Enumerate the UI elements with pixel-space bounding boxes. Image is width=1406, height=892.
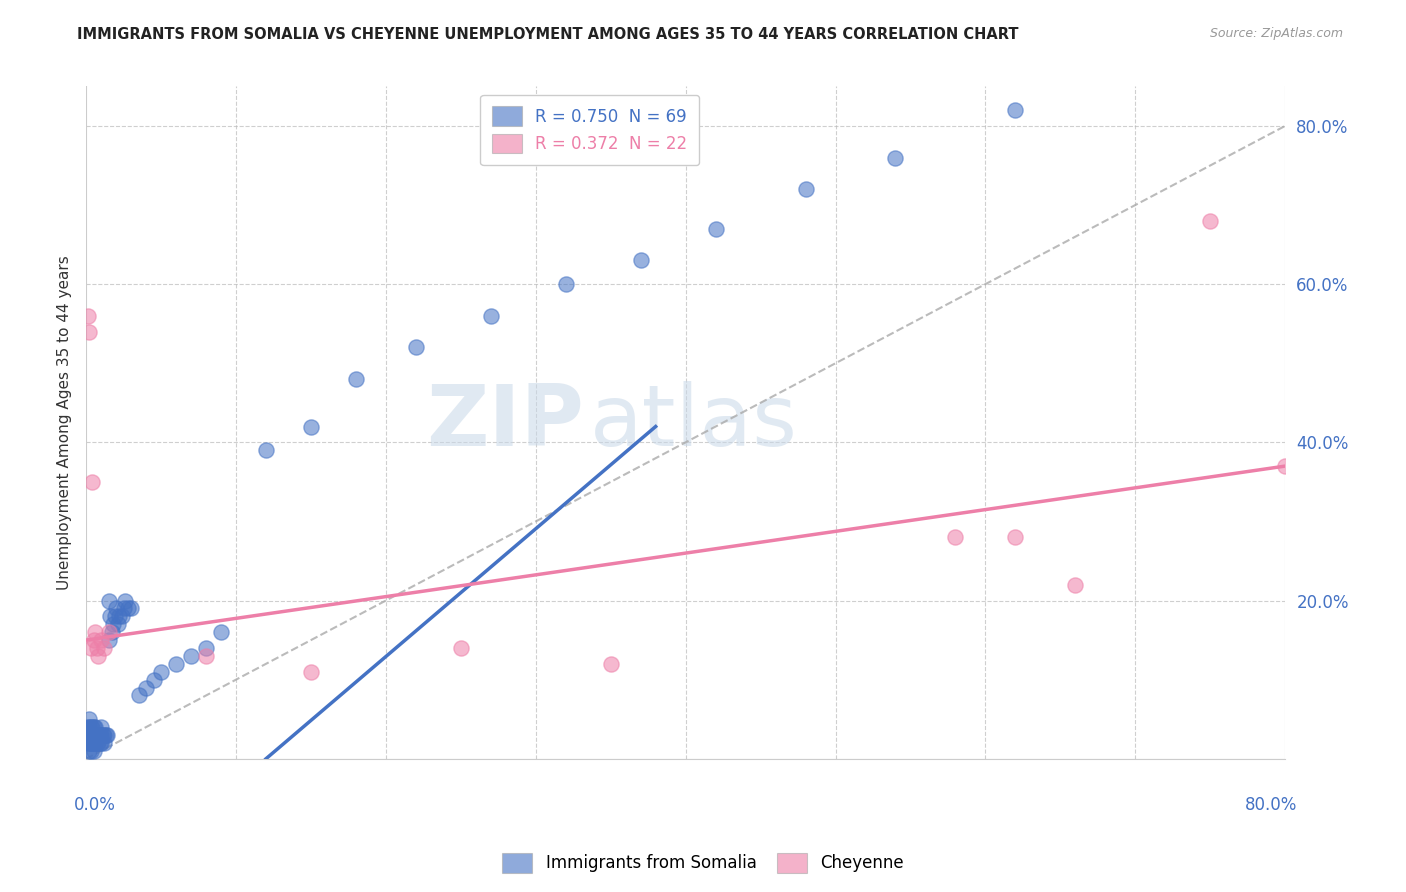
Point [1199, 214, 1222, 228]
Point [101, 617, 124, 632]
Point [77, 744, 100, 758]
Point [112, 601, 135, 615]
Point [83, 736, 105, 750]
Point [84, 736, 107, 750]
Point [77, 325, 100, 339]
Point [209, 625, 232, 640]
Point [93, 640, 115, 655]
Point [704, 221, 727, 235]
Point [180, 648, 202, 663]
Point [1064, 578, 1087, 592]
Point [79, 744, 101, 758]
Point [405, 340, 427, 354]
Point [84, 728, 107, 742]
Point [77, 720, 100, 734]
Text: 0.0%: 0.0% [75, 796, 115, 814]
Point [87, 728, 110, 742]
Point [117, 601, 139, 615]
Point [86, 640, 108, 655]
Point [794, 182, 817, 196]
Point [107, 617, 129, 632]
Y-axis label: Unemployment Among Ages 35 to 44 years: Unemployment Among Ages 35 to 44 years [58, 255, 72, 590]
Point [89, 736, 111, 750]
Point [79, 736, 101, 750]
Point [86, 736, 108, 750]
Point [150, 665, 173, 679]
Point [135, 681, 157, 695]
Point [76, 736, 98, 750]
Point [84, 625, 107, 640]
Point [165, 657, 187, 671]
Point [142, 673, 165, 687]
Point [90, 633, 112, 648]
Point [97, 633, 120, 648]
Point [1274, 459, 1296, 474]
Point [299, 665, 322, 679]
Point [87, 736, 110, 750]
Point [76, 720, 98, 734]
Point [884, 151, 907, 165]
Point [97, 625, 120, 640]
Text: ZIP: ZIP [426, 381, 583, 464]
Text: 80.0%: 80.0% [1244, 796, 1298, 814]
Point [79, 720, 101, 734]
Point [100, 625, 122, 640]
Point [80, 475, 103, 489]
Point [97, 593, 120, 607]
Point [103, 609, 125, 624]
Point [108, 609, 131, 624]
Point [93, 736, 115, 750]
Point [83, 633, 105, 648]
Point [479, 309, 502, 323]
Point [1004, 103, 1026, 117]
Point [114, 593, 136, 607]
Point [83, 720, 105, 734]
Point [120, 601, 142, 615]
Point [89, 728, 111, 742]
Point [93, 728, 115, 742]
Point [76, 309, 98, 323]
Point [90, 720, 112, 734]
Point [90, 736, 112, 750]
Point [630, 253, 652, 268]
Legend: Immigrants from Somalia, Cheyenne: Immigrants from Somalia, Cheyenne [496, 847, 910, 880]
Point [945, 530, 967, 544]
Point [90, 728, 112, 742]
Point [98, 609, 121, 624]
Point [80, 720, 103, 734]
Point [195, 648, 218, 663]
Point [77, 712, 100, 726]
Point [79, 640, 101, 655]
Point [105, 601, 128, 615]
Point [83, 744, 105, 758]
Point [111, 609, 134, 624]
Point [91, 728, 114, 742]
Point [299, 419, 322, 434]
Point [195, 640, 218, 655]
Point [254, 443, 277, 458]
Point [80, 728, 103, 742]
Point [79, 728, 101, 742]
Point [450, 640, 472, 655]
Point [76, 728, 98, 742]
Point [77, 728, 100, 742]
Point [1004, 530, 1026, 544]
Point [554, 277, 576, 292]
Point [84, 720, 107, 734]
Text: Source: ZipAtlas.com: Source: ZipAtlas.com [1209, 27, 1343, 40]
Point [80, 736, 103, 750]
Point [77, 736, 100, 750]
Point [86, 728, 108, 742]
Point [94, 728, 117, 742]
Point [599, 657, 621, 671]
Text: atlas: atlas [589, 381, 797, 464]
Point [128, 689, 150, 703]
Legend: R = 0.750  N = 69, R = 0.372  N = 22: R = 0.750 N = 69, R = 0.372 N = 22 [481, 95, 699, 165]
Point [83, 728, 105, 742]
Point [87, 648, 110, 663]
Text: IMMIGRANTS FROM SOMALIA VS CHEYENNE UNEMPLOYMENT AMONG AGES 35 TO 44 YEARS CORRE: IMMIGRANTS FROM SOMALIA VS CHEYENNE UNEM… [77, 27, 1019, 42]
Point [344, 372, 367, 386]
Point [96, 728, 118, 742]
